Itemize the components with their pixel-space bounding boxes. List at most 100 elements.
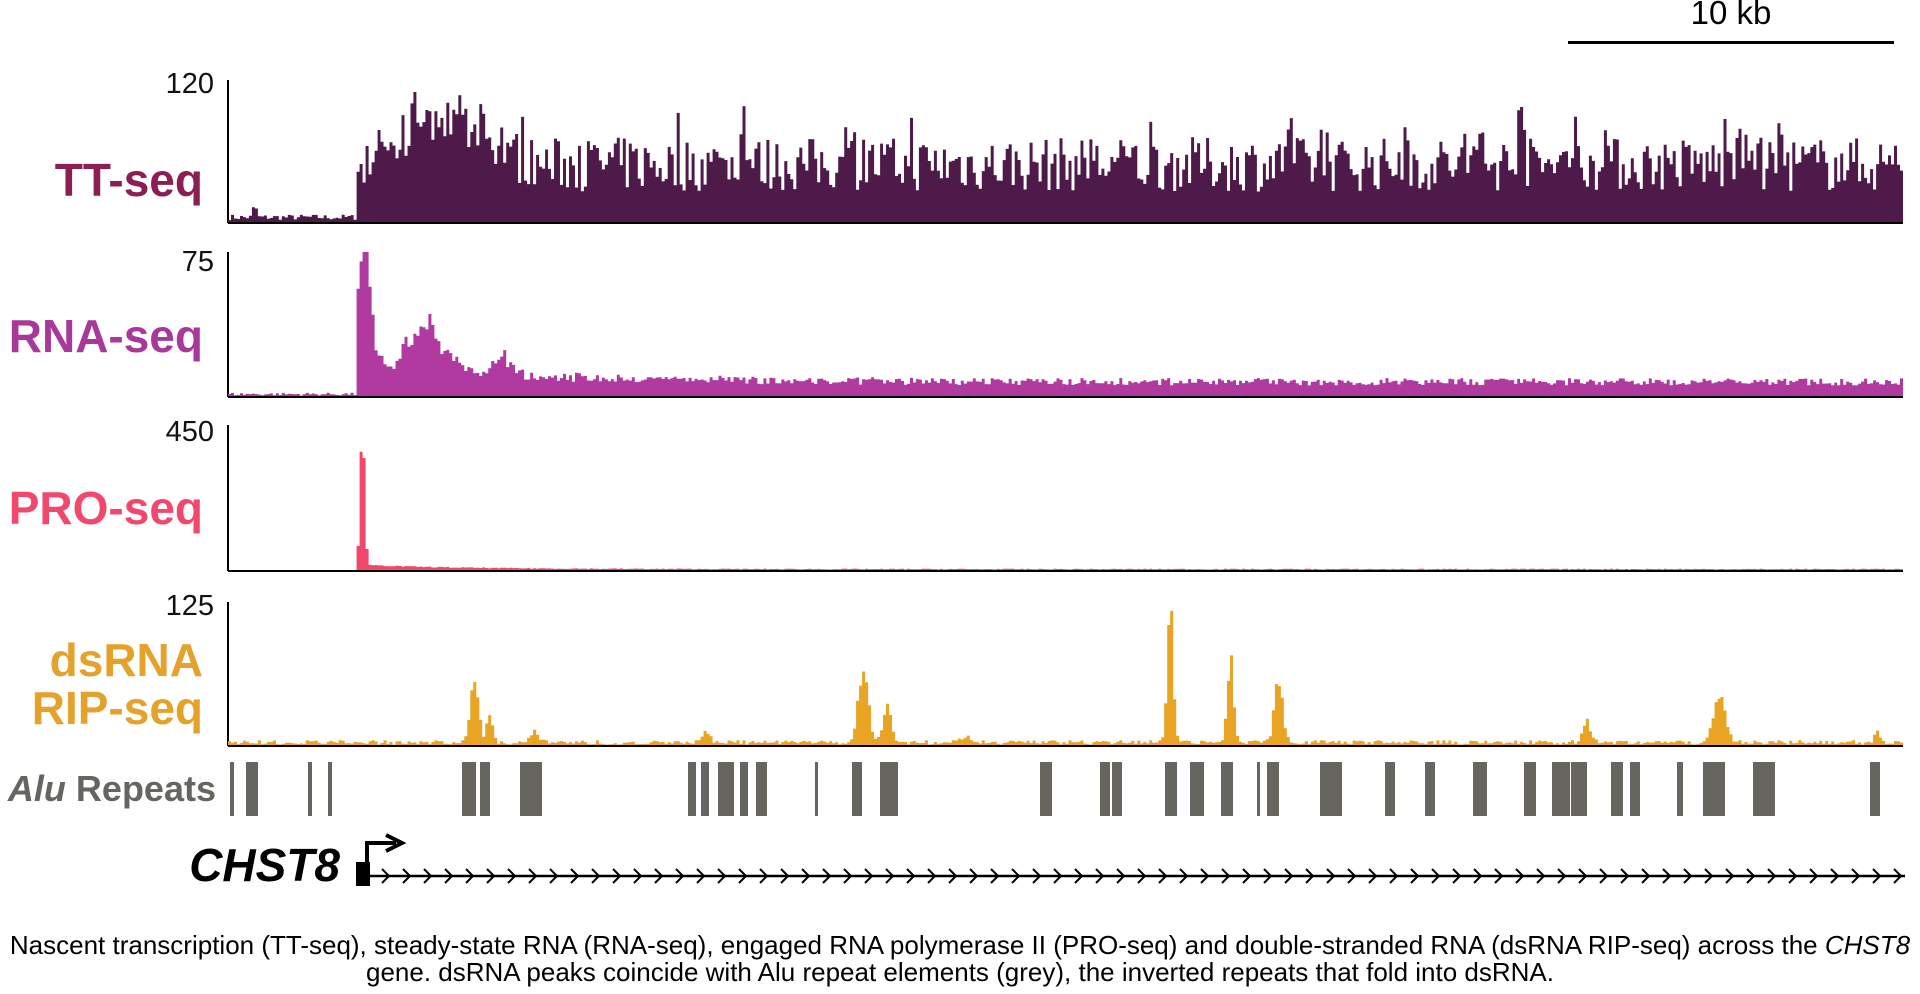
alu-repeat-block [1267, 762, 1279, 816]
gene-name-label: CHST8 [189, 839, 340, 891]
alu-label-italic: Alu [7, 768, 66, 809]
caption-gene: CHST8 [1824, 930, 1911, 960]
alu-repeat-block [1425, 762, 1435, 816]
alu-repeat-block [1165, 762, 1177, 816]
alu-repeat-block [1703, 762, 1725, 816]
alu-label-rest: Repeats [65, 768, 216, 809]
strand-chevron-icon [675, 868, 685, 884]
tss-arrow-shaft [365, 841, 396, 866]
alu-repeat-block [852, 762, 862, 816]
strand-chevron-icon [1284, 868, 1294, 884]
alu-repeat-block [1753, 762, 1775, 816]
strand-chevron-icon [885, 868, 895, 884]
strand-chevron-icon [1683, 868, 1693, 884]
alu-repeat-block [1040, 762, 1052, 816]
alu-repeat-block [1630, 762, 1640, 816]
strand-chevron-icon [1893, 868, 1903, 884]
caption-part1: Nascent transcription (TT-seq), steady-s… [9, 930, 1825, 960]
strand-chevron-icon [1200, 868, 1210, 884]
strand-chevron-icon [1116, 868, 1126, 884]
alu-repeat-block [1320, 762, 1342, 816]
dsrna-label-line2: RIP-seq [31, 682, 203, 735]
tt-seq-label: TT-seq [54, 154, 203, 206]
rna-seq-label: RNA-seq [8, 310, 203, 362]
alu-repeat-block [1677, 762, 1683, 816]
alu-repeat-block [756, 762, 764, 816]
strand-chevron-icon [612, 868, 622, 884]
strand-chevron-icon [1074, 868, 1084, 884]
strand-chevron-icon [1620, 868, 1630, 884]
strand-chevron-icon [654, 868, 664, 884]
strand-chevron-icon [906, 868, 916, 884]
strand-chevron-icon [633, 868, 643, 884]
tt-seq-ymax: 120 [165, 68, 214, 100]
strand-chevron-icon [465, 868, 475, 884]
alu-repeat-block [480, 762, 490, 816]
strand-chevron-icon [696, 868, 706, 884]
strand-chevron-icon [1515, 868, 1525, 884]
strand-chevron-icon [843, 868, 853, 884]
strand-chevron-icon [1389, 868, 1399, 884]
strand-chevron-icon [528, 868, 538, 884]
strand-chevron-icon [507, 868, 517, 884]
alu-repeat-block [1870, 762, 1880, 816]
alu-repeat-block [1473, 762, 1487, 816]
strand-chevron-icon [1242, 868, 1252, 884]
dsrna-label-line1: dsRNA [49, 634, 203, 686]
strand-chevron-icon [1095, 868, 1105, 884]
scale-bar [1568, 41, 1894, 44]
strand-chevron-icon [1179, 868, 1189, 884]
strand-chevron-icon [402, 868, 412, 884]
alu-repeat-block [688, 762, 696, 816]
strand-chevron-icon [801, 868, 811, 884]
alu-repeats-label: Alu Repeats [8, 768, 216, 810]
pro-seq-label: PRO-seq [8, 482, 203, 534]
strand-chevron-icon [1053, 868, 1063, 884]
ds-signal [228, 610, 1903, 746]
strand-chevron-icon [717, 868, 727, 884]
strand-chevron-icon [1557, 868, 1567, 884]
strand-chevron-icon [1137, 868, 1147, 884]
strand-chevron-icon [1452, 868, 1462, 884]
gene-exon-block [356, 862, 370, 886]
pro-seq-ymax: 450 [165, 416, 214, 448]
caption-part2: gene. dsRNA peaks coincide with Alu repe… [366, 957, 1554, 987]
strand-chevron-icon [1431, 868, 1441, 884]
dsrna-ymax: 125 [165, 590, 214, 622]
scale-bar-label: 10 kb [1690, 0, 1772, 31]
strand-chevron-icon [1767, 868, 1777, 884]
strand-chevron-icon [1410, 868, 1420, 884]
alu-repeat-block [246, 762, 258, 816]
strand-chevron-icon [780, 868, 790, 884]
strand-chevron-icon [1578, 868, 1588, 884]
alu-repeat-block [462, 762, 476, 816]
strand-chevron-icon [759, 868, 769, 884]
strand-chevron-icon [1347, 868, 1357, 884]
alu-repeat-block [1100, 762, 1110, 816]
alu-repeat-block [701, 762, 709, 816]
alu-repeat-block [1221, 762, 1233, 816]
alu-repeat-block [230, 762, 234, 816]
alu-repeat-block [308, 762, 312, 816]
strand-chevron-icon [444, 868, 454, 884]
strand-chevron-icon [1536, 868, 1546, 884]
strand-chevron-icon [1032, 868, 1042, 884]
strand-chevron-icon [1011, 868, 1021, 884]
strand-chevron-icon [1494, 868, 1504, 884]
strand-chevron-icon [1263, 868, 1273, 884]
alu-repeat-block [1257, 762, 1260, 816]
strand-chevron-icon [1473, 868, 1483, 884]
strand-chevron-icon [1704, 868, 1714, 884]
strand-chevron-icon [1851, 868, 1861, 884]
strand-chevron-icon [948, 868, 958, 884]
alu-repeat-block [1611, 762, 1623, 816]
strand-chevron-icon [1326, 868, 1336, 884]
figure-caption: Nascent transcription (TT-seq), steady-s… [0, 932, 1920, 986]
alu-repeat-block [1571, 762, 1587, 816]
strand-chevron-icon [969, 868, 979, 884]
alu-repeat-block [520, 762, 542, 816]
strand-chevron-icon [1368, 868, 1378, 884]
strand-chevron-icon [1641, 868, 1651, 884]
strand-chevron-icon [990, 868, 1000, 884]
